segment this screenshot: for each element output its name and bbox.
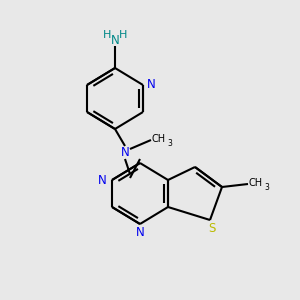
Text: H: H bbox=[103, 30, 111, 40]
Text: 3: 3 bbox=[167, 139, 172, 148]
Text: N: N bbox=[121, 146, 129, 158]
Text: H: H bbox=[119, 30, 127, 40]
Text: N: N bbox=[98, 173, 106, 187]
Text: N: N bbox=[136, 226, 144, 239]
Text: N: N bbox=[147, 79, 155, 92]
Text: CH: CH bbox=[152, 134, 166, 144]
Text: 3: 3 bbox=[264, 184, 269, 193]
Text: S: S bbox=[208, 223, 216, 236]
Text: CH: CH bbox=[249, 178, 263, 188]
Text: N: N bbox=[111, 34, 119, 47]
